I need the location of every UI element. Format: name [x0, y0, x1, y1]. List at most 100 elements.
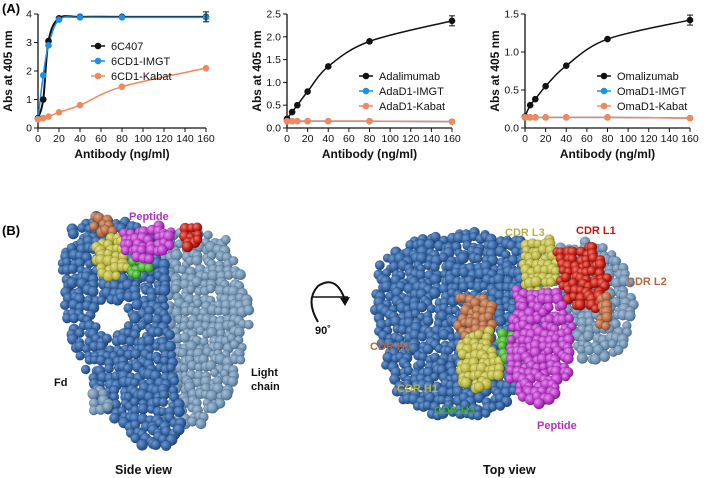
x-tick-label: 60 [343, 133, 355, 145]
legend-marker [600, 87, 608, 95]
x-tick-label: 20 [302, 133, 314, 145]
x-tick-label: 140 [423, 133, 441, 145]
x-tick-label: 80 [364, 133, 376, 145]
cdr-atom [601, 321, 611, 331]
top-view-title: Top view [483, 463, 536, 477]
x-axis-label: Antibody (ng/ml) [322, 147, 417, 161]
cdr-atom [460, 377, 472, 389]
data-point [532, 95, 539, 103]
fd-atom [67, 263, 79, 274]
y-tick-label: 1.0 [504, 47, 519, 59]
light-chain-atom [613, 345, 624, 355]
cdr-h3-label: CDR H3 [434, 405, 475, 417]
fd-atom [473, 253, 483, 263]
fd-atom [158, 284, 171, 297]
light-chain-line1: Light [251, 367, 278, 379]
fd-atom [460, 399, 471, 410]
fd-atom [80, 364, 91, 375]
fd-atom [166, 363, 176, 373]
fd-atom [457, 252, 469, 264]
data-point [283, 117, 291, 125]
y-axis-label: Abs at 405 nm [250, 30, 264, 111]
panel-a-label: (A) [2, 1, 20, 16]
legend-label: 6CD1-IMGT [111, 56, 171, 68]
y-tick-label: 4 [26, 9, 32, 21]
light-chain-atom [625, 277, 635, 288]
x-tick-label: 40 [560, 133, 572, 145]
light-chain-atom [227, 376, 239, 387]
fd-atom [96, 295, 107, 306]
cdr-atom [131, 270, 142, 280]
fd-atom [430, 372, 440, 382]
x-tick-label: 20 [540, 133, 552, 145]
legend-marker [94, 57, 102, 65]
light-chain-atom [576, 352, 588, 364]
data-point [526, 101, 534, 109]
fd-atom [481, 408, 491, 419]
peptide-atom [563, 353, 574, 365]
y-tick-label: 2 [26, 66, 32, 78]
x-tick-label: 80 [602, 133, 614, 145]
y-tick-label: 3 [26, 37, 32, 49]
x-tick-label: 0 [35, 133, 41, 145]
side-peptide-label: Peptide [129, 211, 169, 223]
fd-atom [402, 379, 412, 389]
rotation-arrow-icon [310, 281, 350, 323]
data-point [521, 114, 529, 121]
data-point [294, 101, 301, 109]
data-point [55, 109, 63, 116]
fd-atom [422, 315, 434, 327]
light-chain-atom [210, 368, 220, 378]
peptide-atom [564, 313, 575, 324]
cdr-atom [492, 369, 504, 381]
legend-label: 6CD1-Kabat [111, 71, 172, 83]
y-tick-label: 0.0 [266, 123, 281, 135]
fd-atom [150, 439, 162, 451]
rotation-label: 90˚ [315, 325, 331, 337]
data-point [76, 14, 84, 21]
fd-label: Fd [54, 377, 67, 389]
x-tick-label: 60 [581, 133, 593, 145]
x-tick-label: 80 [116, 133, 128, 145]
data-point [294, 117, 301, 125]
fd-atom [103, 363, 114, 374]
legend-label: Omalizumab [617, 71, 679, 83]
light-chain-atom [102, 401, 113, 413]
peptide-atom [533, 397, 545, 410]
x-tick-label: 20 [53, 133, 65, 145]
side-view-structure [57, 210, 255, 452]
data-point [39, 71, 47, 79]
light-chain-atom [206, 284, 216, 294]
y-tick-label: 1.5 [504, 9, 519, 21]
x-tick-label: 100 [619, 133, 637, 145]
light-chain-atom [220, 388, 233, 401]
legend-marker [362, 102, 370, 110]
light-chain-atom [584, 344, 595, 356]
data-point [366, 117, 373, 125]
x-tick-label: 40 [322, 133, 334, 145]
x-tick-label: 140 [176, 133, 194, 145]
cdr-atom [546, 277, 556, 287]
cdr-l2-label: CDR L2 [627, 276, 667, 288]
cdr-atom [531, 250, 542, 261]
data-point [304, 88, 311, 95]
fd-atom [129, 312, 141, 325]
fd-atom [160, 440, 172, 452]
fd-atom [443, 399, 454, 410]
y-axis-label: Abs at 405 nm [488, 30, 502, 111]
y-tick-label: 2.5 [266, 9, 281, 21]
fd-atom [137, 403, 149, 415]
light-chain-atom [170, 284, 181, 294]
peptide-atom [144, 253, 155, 265]
y-tick-label: 2.0 [266, 31, 281, 43]
light-chain-atom [590, 353, 602, 365]
light-chain-line2: chain [251, 381, 280, 393]
data-point [39, 96, 47, 103]
fd-atom [428, 287, 441, 299]
cdr-atom [111, 271, 122, 281]
x-tick-label: 0 [522, 133, 528, 145]
data-point [562, 62, 570, 69]
cdr-h2-label: CDR H2 [370, 341, 411, 353]
x-tick-label: 60 [95, 133, 107, 145]
cdr-l3-label: CDR L3 [505, 227, 545, 239]
